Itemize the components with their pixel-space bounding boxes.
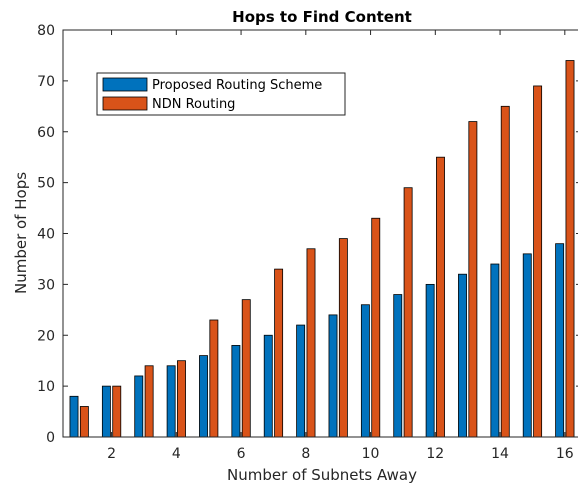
bar-series xyxy=(69,60,575,438)
y-tick-label: 50 xyxy=(37,176,55,192)
bar-ndn-9 xyxy=(338,238,348,438)
bar-proposed-6 xyxy=(231,345,241,438)
legend-label-ndn: NDN Routing xyxy=(152,97,235,112)
bar-ndn-4 xyxy=(177,360,186,438)
y-tick-label: 70 xyxy=(37,74,55,90)
legend: Proposed Routing Scheme NDN Routing xyxy=(96,72,346,116)
bar-proposed-13 xyxy=(458,273,467,438)
bar-proposed-10 xyxy=(360,304,370,438)
y-tick-label: 0 xyxy=(46,430,55,446)
x-tick-label: 8 xyxy=(301,446,310,462)
bar-proposed-1 xyxy=(69,395,79,438)
bar-ndn-8 xyxy=(306,248,316,438)
x-tick-label: 16 xyxy=(556,446,574,462)
bar-ndn-7 xyxy=(274,268,284,438)
legend-swatch-ndn xyxy=(102,96,148,111)
x-axis-label: Number of Subnets Away xyxy=(227,466,417,484)
x-tick-label: 12 xyxy=(426,446,444,462)
bar-ndn-3 xyxy=(144,365,154,438)
bar-ndn-11 xyxy=(403,187,413,438)
x-tick-label: 2 xyxy=(107,446,116,462)
bar-ndn-2 xyxy=(112,385,122,438)
bar-proposed-5 xyxy=(199,355,208,438)
legend-label-proposed: Proposed Routing Scheme xyxy=(152,78,322,93)
bar-ndn-1 xyxy=(79,406,89,438)
bar-proposed-7 xyxy=(263,334,273,438)
x-tick-label: 6 xyxy=(237,446,246,462)
x-tick-label: 10 xyxy=(362,446,380,462)
x-tick-label: 4 xyxy=(172,446,181,462)
bar-ndn-14 xyxy=(500,105,510,438)
bar-ndn-5 xyxy=(209,319,219,438)
legend-swatch-proposed xyxy=(102,77,148,92)
y-tick-label: 60 xyxy=(37,125,55,141)
bar-proposed-15 xyxy=(522,253,532,438)
y-tick-label: 20 xyxy=(37,328,55,344)
bar-ndn-16 xyxy=(565,60,575,438)
x-tick-label: 14 xyxy=(491,446,509,462)
bar-proposed-3 xyxy=(134,375,144,438)
y-axis-label: Number of Hops xyxy=(12,172,30,294)
bar-ndn-6 xyxy=(241,299,251,438)
bar-proposed-8 xyxy=(296,324,306,438)
plot-frame xyxy=(62,29,578,438)
chart-title: Hops to Find Content xyxy=(232,8,412,26)
bar-ndn-10 xyxy=(371,217,381,438)
x-axis: 2 4 6 8 10 12 14 16 xyxy=(107,30,574,462)
bar-proposed-9 xyxy=(328,314,338,438)
y-tick-label: 40 xyxy=(37,227,55,243)
bar-proposed-12 xyxy=(425,283,435,438)
bar-ndn-13 xyxy=(468,121,478,438)
bar-proposed-4 xyxy=(166,365,176,438)
y-tick-label: 10 xyxy=(37,379,55,395)
bar-proposed-11 xyxy=(393,294,403,438)
y-tick-label: 80 xyxy=(37,23,55,39)
y-tick-label: 30 xyxy=(37,277,55,293)
bar-proposed-16 xyxy=(555,243,565,438)
bar-ndn-12 xyxy=(436,156,445,438)
bar-ndn-15 xyxy=(533,85,543,438)
bar-proposed-14 xyxy=(490,263,500,438)
bar-proposed-2 xyxy=(101,385,111,438)
